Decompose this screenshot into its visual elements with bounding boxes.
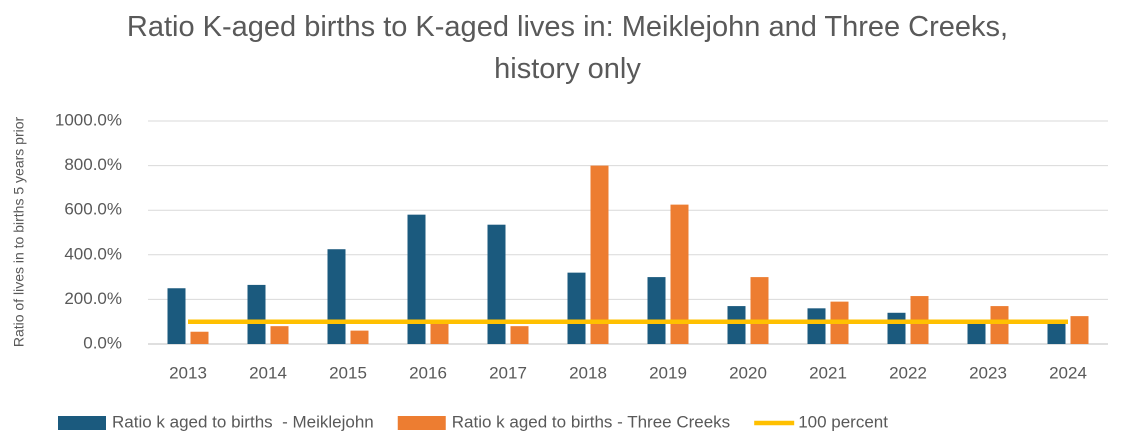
- y-tick-label: 200.0%: [64, 289, 122, 308]
- y-tick-label: 800.0%: [64, 155, 122, 174]
- bar: [1047, 321, 1066, 344]
- legend-swatch: [397, 416, 446, 430]
- x-tick-label: 2020: [729, 363, 767, 382]
- bar: [327, 249, 346, 344]
- x-tick-label: 2013: [169, 363, 207, 382]
- bar: [567, 272, 586, 344]
- y-tick-label: 400.0%: [64, 244, 122, 263]
- legend-label: Ratio k aged to births - Meiklejohn: [112, 412, 374, 431]
- bar: [190, 331, 209, 344]
- x-tick-label: 2024: [1049, 363, 1087, 382]
- x-tick-label: 2015: [329, 363, 367, 382]
- legend-label: Ratio k aged to births - Three Creeks: [452, 412, 730, 431]
- y-tick-label: 600.0%: [64, 200, 122, 219]
- bar: [990, 306, 1009, 344]
- x-tick-label: 2018: [569, 363, 607, 382]
- bar: [167, 288, 186, 344]
- x-tick-label: 2023: [969, 363, 1007, 382]
- legend-swatch: [58, 416, 106, 430]
- bar: [510, 326, 529, 344]
- x-tick-label: 2017: [489, 363, 527, 382]
- bar: [727, 306, 746, 344]
- bar: [247, 284, 266, 344]
- bar: [807, 308, 826, 344]
- x-tick-label: 2021: [809, 363, 847, 382]
- legend-label: 100 percent: [798, 412, 888, 431]
- bar: [430, 322, 449, 344]
- x-tick-label: 2014: [249, 363, 287, 382]
- bar: [590, 165, 609, 344]
- y-tick-label: 0.0%: [83, 333, 122, 352]
- x-tick-label: 2016: [409, 363, 447, 382]
- x-tick-label: 2022: [889, 363, 927, 382]
- x-tick-label: 2019: [649, 363, 687, 382]
- bar: [750, 277, 769, 344]
- bar: [887, 312, 906, 344]
- bar: [487, 224, 506, 344]
- y-tick-label: 1000.0%: [55, 110, 122, 129]
- bar: [350, 330, 369, 344]
- bar: [670, 204, 689, 344]
- y-axis-label: Ratio of lives in to births 5 years prio…: [11, 117, 27, 348]
- chart-title: Ratio K-aged births to K-aged lives in: …: [126, 11, 1009, 85]
- bar: [407, 214, 426, 344]
- bar: [647, 277, 666, 344]
- bar: [1070, 316, 1089, 344]
- bar: [270, 326, 289, 344]
- bar: [967, 321, 986, 344]
